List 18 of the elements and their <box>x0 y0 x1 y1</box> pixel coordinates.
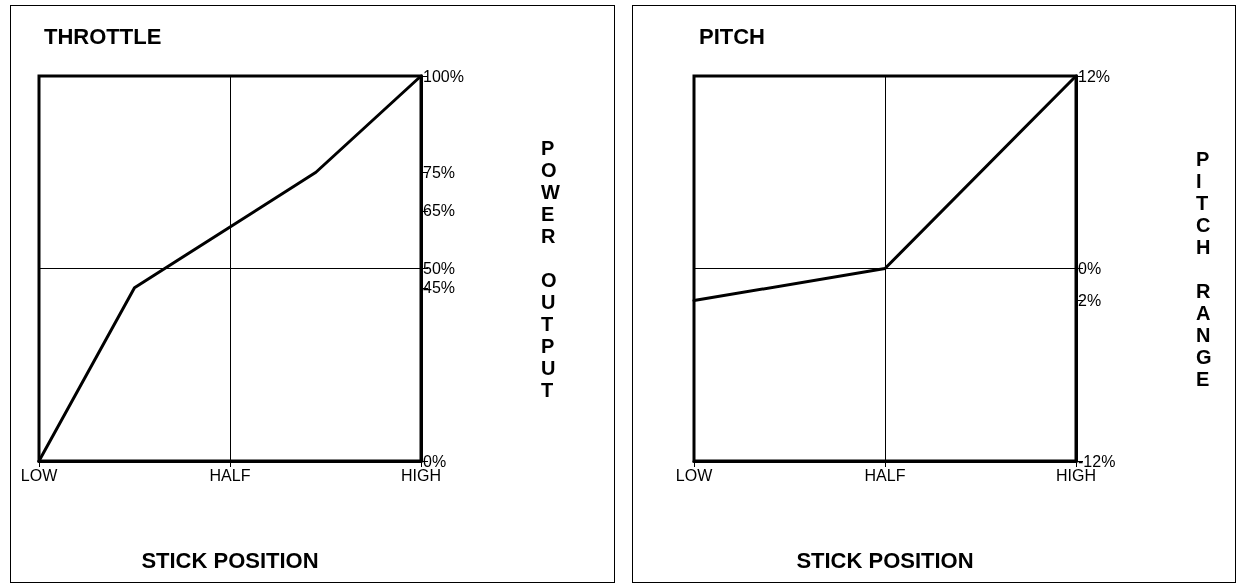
x-axis-title: STICK POSITION <box>141 547 319 573</box>
text: POWER OUTPUT <box>541 136 560 401</box>
x-tick-label: HALF <box>864 466 906 484</box>
y-tick-label: 100% <box>423 67 464 85</box>
y-tick-label: 45% <box>423 279 456 297</box>
y-tick-label: 65% <box>423 202 456 220</box>
x-tick-label: LOW <box>20 466 59 484</box>
chart-title: THROTTLE <box>44 23 162 49</box>
y-tick-label: 50% <box>423 260 456 277</box>
y-tick-label: 0% <box>1078 260 1102 277</box>
y-tick-label: 2% <box>1078 292 1102 310</box>
text: PITCH RANGE <box>1196 147 1212 390</box>
y-tick-label: 75% <box>423 163 456 181</box>
x-axis-title: STICK POSITION <box>796 547 974 573</box>
x-tick-label: LOW <box>675 466 714 484</box>
x-tick-label: HALF <box>209 466 251 484</box>
chart-title: PITCH <box>699 23 765 49</box>
y-tick-label: 12% <box>1078 67 1111 85</box>
